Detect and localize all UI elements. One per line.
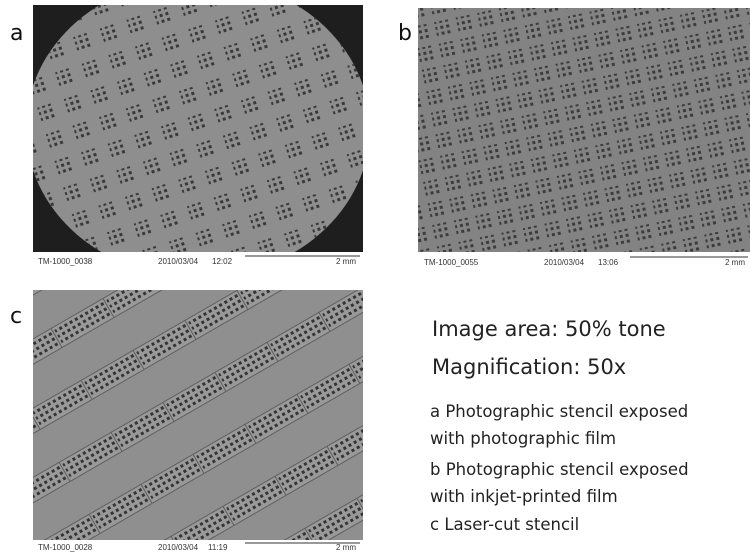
image-id: TM-1000_0055 bbox=[424, 258, 479, 267]
image-date: 2010/03/04 bbox=[544, 258, 585, 267]
scale-label: 2 mm bbox=[725, 258, 745, 267]
image-date: 2010/03/04 bbox=[158, 257, 199, 266]
image-date: 2010/03/04 bbox=[158, 543, 199, 552]
description: Image area: 50% tone Magnification: 50x … bbox=[430, 317, 689, 534]
note-line: a Photographic stencil exposed bbox=[430, 402, 688, 421]
panel-label: c bbox=[10, 304, 22, 329]
image-time: 13:06 bbox=[598, 258, 619, 267]
panel-label: a bbox=[10, 21, 23, 46]
image-id: TM-1000_0038 bbox=[38, 257, 93, 266]
note-line: b Photographic stencil exposed bbox=[430, 460, 689, 479]
panel-a: a TM-1000_0038 2010/03/04 12:02 2 mm bbox=[10, 5, 363, 266]
panel-c: c TM-1000_0028 2010/03/04 11:19 2 mm bbox=[10, 290, 363, 552]
note-line: c Laser-cut stencil bbox=[430, 515, 579, 534]
image-time: 11:19 bbox=[208, 543, 228, 552]
panel-b: b TM-1000_0055 2010/03/04 13:06 2 mm bbox=[398, 8, 750, 267]
figure: a TM-1000_0038 2010/03/04 12:02 2 mm b T… bbox=[0, 0, 750, 555]
image-time: 12:02 bbox=[212, 257, 233, 266]
panel-label: b bbox=[398, 21, 412, 46]
scale-label: 2 mm bbox=[336, 257, 356, 266]
scale-label: 2 mm bbox=[336, 543, 356, 552]
image-id: TM-1000_0028 bbox=[38, 543, 93, 552]
note-line: with photographic film bbox=[430, 429, 616, 448]
note-line: with inkjet-printed film bbox=[430, 487, 618, 506]
summary-line: Magnification: 50x bbox=[432, 355, 626, 379]
summary-line: Image area: 50% tone bbox=[432, 317, 666, 341]
